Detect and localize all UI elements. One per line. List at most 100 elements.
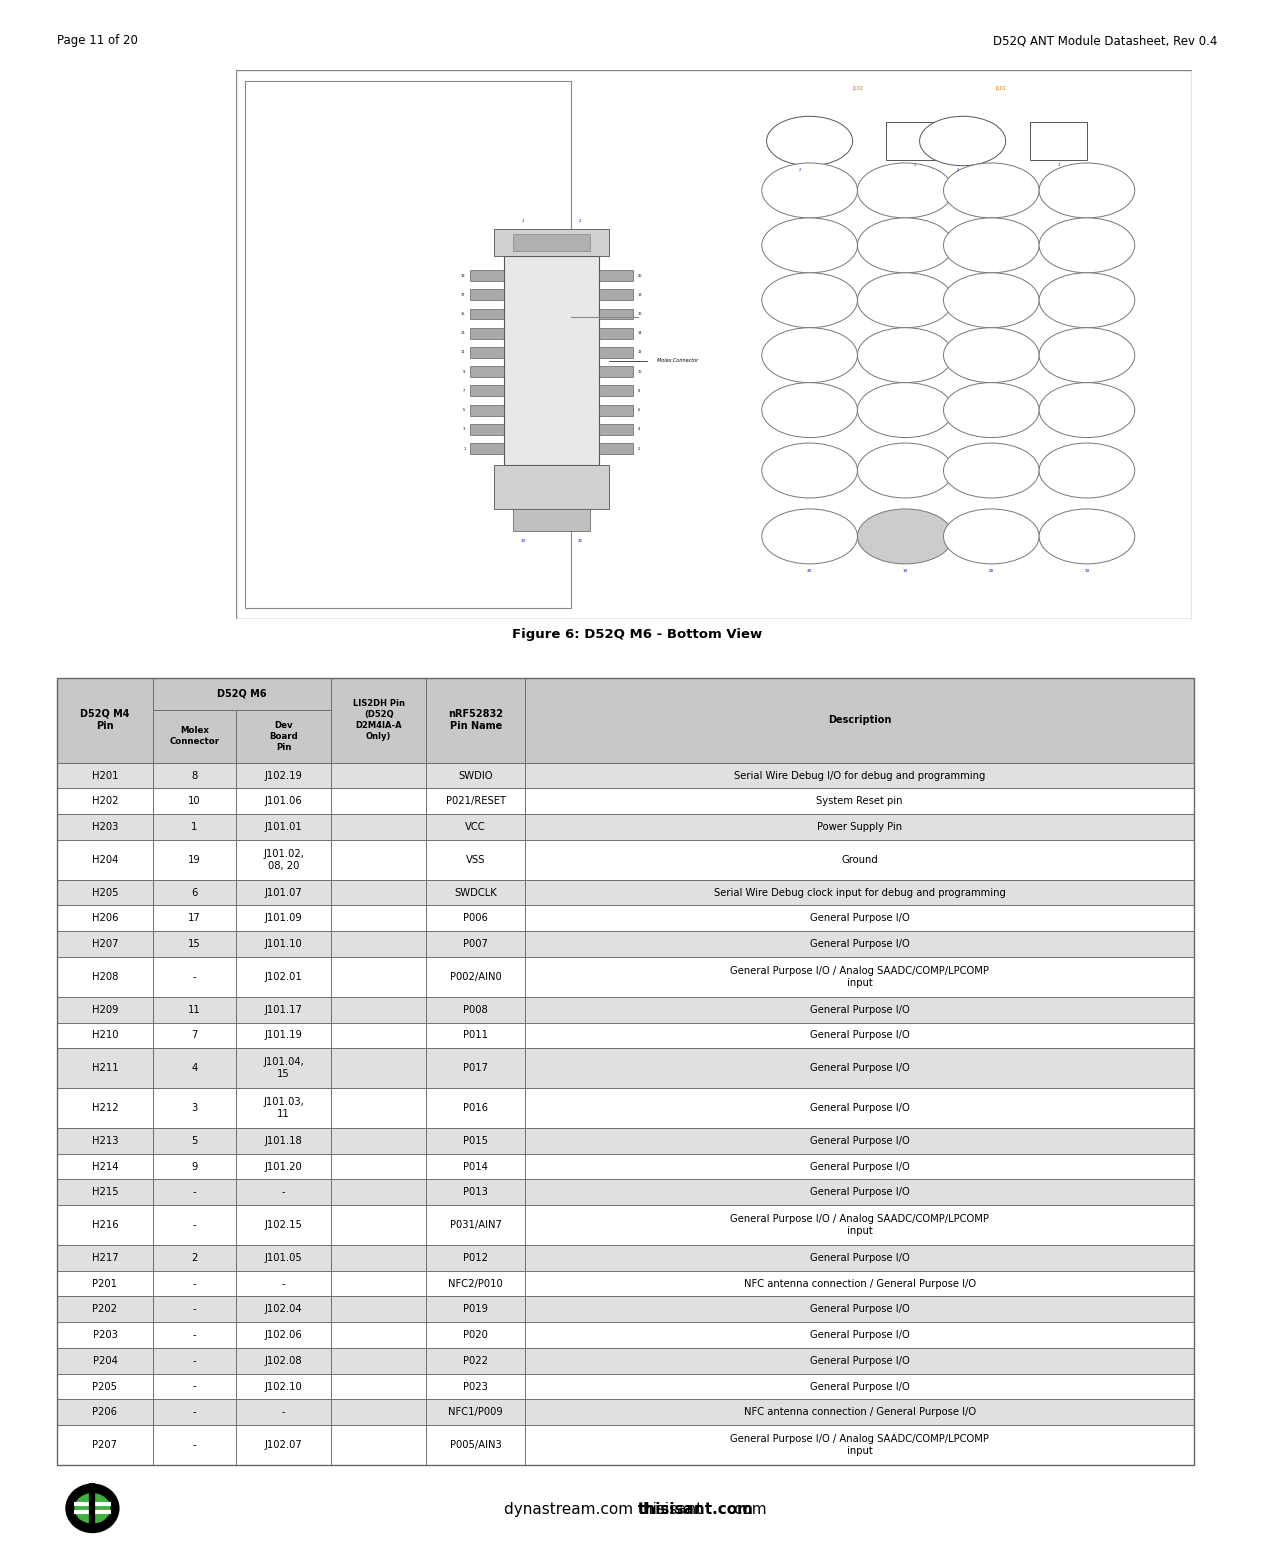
Text: 16: 16: [638, 312, 643, 316]
Circle shape: [761, 442, 857, 498]
Bar: [332, 1128, 426, 1154]
Text: H204: H204: [92, 855, 119, 865]
Bar: [153, 1296, 236, 1323]
Bar: [599, 442, 632, 455]
Text: 8: 8: [638, 388, 640, 393]
Bar: [426, 1347, 525, 1374]
Bar: [426, 1205, 525, 1245]
Bar: [426, 1323, 525, 1347]
Bar: [236, 710, 332, 763]
Text: 2: 2: [956, 169, 959, 172]
Bar: [57, 1128, 153, 1154]
Bar: [153, 1049, 236, 1088]
Bar: [525, 1347, 1195, 1374]
Bar: [426, 905, 525, 931]
Bar: [599, 347, 632, 357]
Text: -: -: [193, 1408, 196, 1417]
Bar: [525, 996, 1195, 1023]
Circle shape: [1039, 328, 1135, 382]
Text: 3: 3: [463, 427, 465, 432]
Text: General Purpose I/O: General Purpose I/O: [810, 1103, 909, 1112]
Text: J101.10: J101.10: [265, 939, 302, 948]
Bar: [525, 789, 1195, 814]
Circle shape: [761, 218, 857, 272]
Text: J101.19: J101.19: [265, 1030, 302, 1041]
Text: -: -: [193, 1221, 196, 1230]
Bar: [470, 289, 504, 300]
Bar: [332, 1245, 426, 1270]
Text: J101.06: J101.06: [265, 797, 302, 806]
Bar: [236, 1323, 332, 1347]
Text: General Purpose I/O / Analog SAADC/COMP/LPCOMP
input: General Purpose I/O / Analog SAADC/COMP/…: [731, 965, 989, 989]
Bar: [236, 958, 332, 996]
Bar: [426, 1088, 525, 1128]
Text: Molex
Connector: Molex Connector: [170, 726, 219, 746]
Bar: [332, 1179, 426, 1205]
Circle shape: [944, 272, 1039, 328]
Bar: [525, 1205, 1195, 1245]
Text: 6: 6: [191, 888, 198, 897]
Bar: [153, 931, 236, 958]
Bar: [57, 678, 1195, 1465]
Text: 15: 15: [187, 939, 200, 948]
Text: P019: P019: [463, 1304, 488, 1315]
Text: General Purpose I/O: General Purpose I/O: [810, 913, 909, 924]
Bar: [332, 814, 426, 840]
Circle shape: [857, 509, 952, 565]
Text: 20: 20: [807, 569, 812, 574]
Circle shape: [1039, 382, 1135, 438]
Text: P205: P205: [93, 1381, 117, 1392]
Bar: [525, 1400, 1195, 1425]
Text: thisisant: thisisant: [638, 1502, 703, 1518]
Bar: [495, 466, 609, 509]
Bar: [153, 1128, 236, 1154]
Bar: [236, 1179, 332, 1205]
Bar: [57, 814, 153, 840]
Text: 20: 20: [578, 540, 583, 543]
Bar: [236, 880, 332, 905]
Bar: [525, 1154, 1195, 1179]
Text: LIS2DH Pin
(D52Q
D2M4IA-A
Only): LIS2DH Pin (D52Q D2M4IA-A Only): [353, 699, 404, 741]
Circle shape: [1039, 272, 1135, 328]
Text: J101.20: J101.20: [265, 1162, 302, 1171]
Text: P031/AIN7: P031/AIN7: [450, 1221, 501, 1230]
Text: -: -: [282, 1279, 286, 1289]
Bar: [504, 257, 599, 466]
Bar: [332, 1270, 426, 1296]
Text: P201: P201: [93, 1279, 117, 1289]
Bar: [57, 1270, 153, 1296]
Text: J101.18: J101.18: [265, 1135, 302, 1146]
Bar: [332, 1154, 426, 1179]
Bar: [236, 931, 332, 958]
Text: H212: H212: [92, 1103, 119, 1112]
Bar: [525, 763, 1195, 789]
Circle shape: [761, 328, 857, 382]
Text: 8: 8: [191, 770, 198, 781]
Bar: [57, 1179, 153, 1205]
Bar: [525, 880, 1195, 905]
Bar: [153, 996, 236, 1023]
Text: 9: 9: [191, 1162, 198, 1171]
Text: Molex Connector: Molex Connector: [657, 359, 697, 364]
Bar: [332, 789, 426, 814]
Text: 19: 19: [520, 540, 525, 543]
Bar: [426, 763, 525, 789]
Bar: [886, 122, 943, 161]
Bar: [426, 678, 525, 763]
Text: 1: 1: [191, 821, 198, 832]
Bar: [236, 1049, 332, 1088]
Bar: [332, 1347, 426, 1374]
Text: System Reset pin: System Reset pin: [816, 797, 903, 806]
Text: 1: 1: [463, 447, 465, 450]
Text: VCC: VCC: [465, 821, 486, 832]
Circle shape: [919, 116, 1006, 166]
Text: P014: P014: [463, 1162, 488, 1171]
Bar: [153, 1347, 236, 1374]
Bar: [236, 1400, 332, 1425]
Circle shape: [761, 509, 857, 565]
Bar: [57, 1088, 153, 1128]
Bar: [525, 1245, 1195, 1270]
Text: J101.09: J101.09: [265, 913, 302, 924]
Text: P008: P008: [463, 1004, 488, 1015]
Bar: [332, 840, 426, 880]
